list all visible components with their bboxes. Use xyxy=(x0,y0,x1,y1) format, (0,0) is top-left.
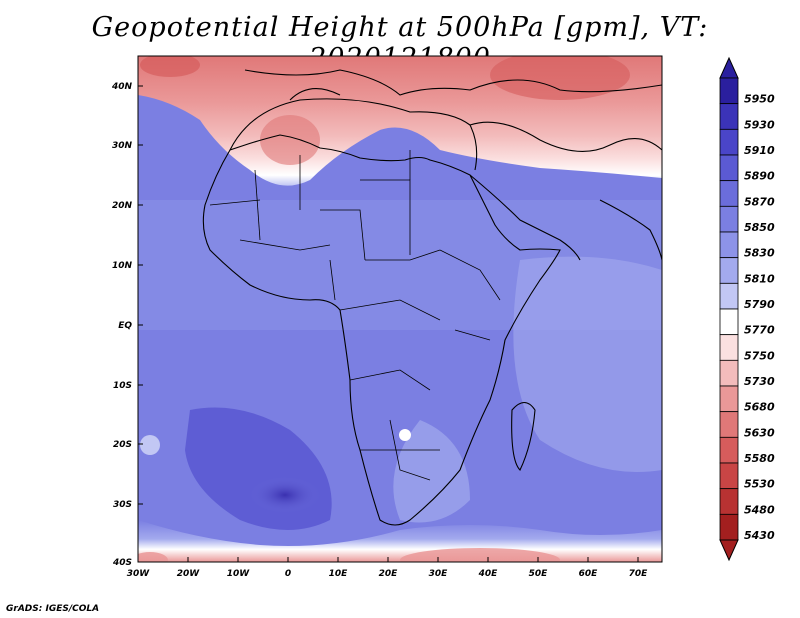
colorbar-swatch xyxy=(719,231,739,259)
colorbar-label: 5810 xyxy=(744,272,775,285)
colorbar-label: 5580 xyxy=(744,452,775,465)
footer-credit: GrADS: IGES/COLA xyxy=(6,604,100,614)
colorbar-top-arrow xyxy=(719,56,739,79)
colorbar-swatch xyxy=(719,513,739,541)
lat-tick-label: 20N xyxy=(112,201,133,211)
lon-tick-label: 20W xyxy=(177,569,201,579)
colorbar: 5950 5930 5910 5890 5870 5850 5830 5810 5790 5770… xyxy=(719,56,775,562)
colorbar-swatch xyxy=(719,77,739,105)
lon-tick-label: 60E xyxy=(579,569,599,579)
colorbar-label: 5870 xyxy=(744,195,775,208)
colorbar-label: 5950 xyxy=(744,93,775,106)
colorbar-label: 5930 xyxy=(744,118,775,131)
lon-tick-label: 0 xyxy=(285,569,291,579)
colorbar-label: 5770 xyxy=(744,324,775,337)
lat-tick-label: EQ xyxy=(118,321,132,331)
colorbar-swatch xyxy=(719,282,739,310)
colorbar-swatch xyxy=(719,359,739,387)
colorbar-swatch xyxy=(719,385,739,413)
lon-tick-label: 40E xyxy=(478,569,499,579)
colorbar-swatch xyxy=(719,436,739,464)
lon-tick-label: 20E xyxy=(379,569,399,579)
colorbar-label: 5680 xyxy=(744,401,775,414)
lon-tick-label: 70E xyxy=(629,569,649,579)
lat-tick-label: 20S xyxy=(113,440,132,450)
colorbar-label: 5630 xyxy=(744,426,775,439)
country-borders xyxy=(209,150,501,481)
colorbar-swatch xyxy=(719,462,739,490)
lon-tick-label: 50E xyxy=(529,569,549,579)
colorbar-label: 5890 xyxy=(744,170,775,183)
lat-tick-label: 40S xyxy=(112,558,132,568)
map-frame xyxy=(137,55,663,563)
colorbar-label: 5750 xyxy=(744,349,775,362)
colorbar-swatch xyxy=(719,128,739,156)
colorbar-bottom-arrow xyxy=(719,539,739,562)
lat-tick-label: 30N xyxy=(112,141,133,151)
colorbar-swatch xyxy=(719,257,739,284)
colorbar-label: 5910 xyxy=(744,144,775,157)
colorbar-swatch xyxy=(719,411,739,438)
coastlines xyxy=(202,69,662,526)
lon-tick-label: 30W xyxy=(127,569,151,579)
lat-tick-label: 40N xyxy=(111,82,133,92)
colorbar-swatch xyxy=(719,308,739,336)
colorbar-swatch xyxy=(719,180,739,207)
lon-tick-label: 10W xyxy=(227,569,251,579)
colorbar-label: 5430 xyxy=(744,529,775,542)
longitude-axis: 30W 20W 10W 0 10E 20E 30E 40E 50E 60E 70E xyxy=(127,557,648,579)
map-field xyxy=(138,56,662,562)
colorbar-label: 5830 xyxy=(744,247,775,260)
colorbar-label: 5480 xyxy=(744,503,775,516)
colorbar-swatch xyxy=(719,154,739,182)
lat-tick-label: 30S xyxy=(113,500,132,510)
lon-tick-label: 10E xyxy=(329,569,349,579)
lat-tick-label: 10N xyxy=(112,261,133,271)
lon-tick-label: 30E xyxy=(429,569,449,579)
colorbar-label: 5530 xyxy=(744,478,775,491)
latitude-axis: 40N 30N 20N 10N EQ 10S 20S 30S 40S xyxy=(111,82,143,568)
colorbar-swatch xyxy=(719,103,739,130)
colorbar-label: 5850 xyxy=(744,221,775,234)
colorbar-label: 5790 xyxy=(744,298,775,311)
colorbar-swatch xyxy=(719,334,739,361)
lat-tick-label: 10S xyxy=(113,381,132,391)
colorbar-swatch xyxy=(719,205,739,233)
colorbar-label: 5730 xyxy=(744,375,775,388)
colorbar-swatch xyxy=(719,488,739,515)
